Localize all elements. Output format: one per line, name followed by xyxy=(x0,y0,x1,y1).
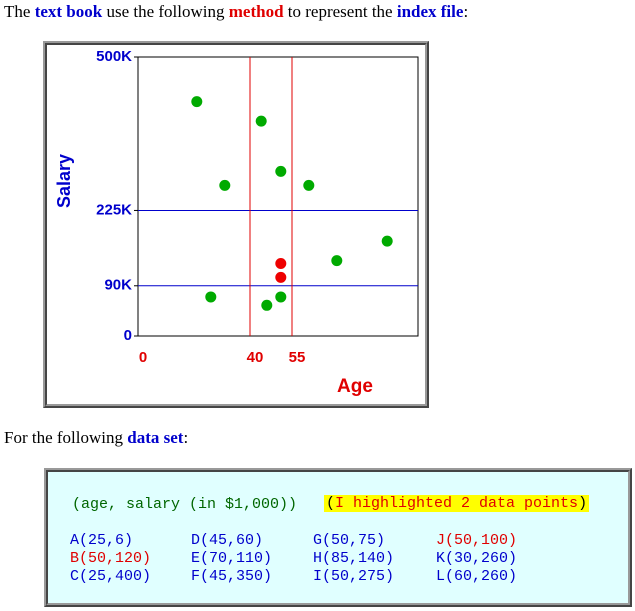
y-axis-label: Salary xyxy=(54,154,74,208)
dataset-intro: For the following data set: xyxy=(4,428,188,448)
data-point: I(50,275) xyxy=(313,568,395,585)
dataset-header: (age, salary (in $1,000)) xyxy=(72,496,298,513)
note-run: I highlighted 2 data points xyxy=(335,495,579,512)
note-run: ( xyxy=(326,495,336,512)
data-point: C(25,400) xyxy=(70,568,152,585)
data-point: D(45,60) xyxy=(191,532,264,549)
scatter-point xyxy=(275,165,287,177)
data-point: K(30,260) xyxy=(436,550,518,567)
scatter-point xyxy=(261,299,273,311)
scatter-point xyxy=(275,257,287,269)
data-point: G(50,75) xyxy=(313,532,386,549)
emphasis: method xyxy=(228,2,284,21)
x-tick-label: 40 xyxy=(247,349,264,366)
x-tick-label: 55 xyxy=(289,349,306,366)
note-run: ) xyxy=(578,495,588,512)
y-tick-label: 90K xyxy=(104,277,132,294)
scatter-point xyxy=(303,179,315,191)
scatter-point xyxy=(219,179,231,191)
emphasis: text book xyxy=(34,2,103,21)
dataset-box: (age, salary (in $1,000)) (I highlighted… xyxy=(44,468,632,607)
data-point: A(25,6) xyxy=(70,532,134,549)
x-tick-label: 0 xyxy=(139,349,147,366)
chart: 0 90K 225K 500K 0 40 55 Salary Age xyxy=(54,48,419,397)
intro-text: The text book use the following method t… xyxy=(4,2,468,22)
scatter-point xyxy=(205,291,217,303)
text-run: The xyxy=(4,2,35,21)
y-tick-label: 0 xyxy=(124,327,132,344)
scatter-point xyxy=(255,115,267,127)
text-run: to represent the xyxy=(283,2,397,21)
scatter-point xyxy=(275,271,287,283)
y-tick-label: 225K xyxy=(96,201,132,218)
scatter-point xyxy=(275,291,287,303)
text-run: use the following xyxy=(102,2,229,21)
y-tick-label: 500K xyxy=(96,48,132,65)
data-point: H(85,140) xyxy=(313,550,395,567)
text-run: : xyxy=(183,428,189,447)
data-point: F(45,350) xyxy=(191,568,273,585)
plot-area xyxy=(137,56,419,337)
data-point: J(50,100) xyxy=(436,532,518,549)
scatter-point xyxy=(331,255,343,267)
data-point: L(60,260) xyxy=(436,568,518,585)
data-point: E(70,110) xyxy=(191,550,273,567)
highlight-note: (I highlighted 2 data points) xyxy=(324,495,590,512)
emphasis: index file xyxy=(396,2,464,21)
text-run: For the following xyxy=(4,428,128,447)
text-run: : xyxy=(463,2,469,21)
chart-frame: 0 90K 225K 500K 0 40 55 Salary Age xyxy=(43,41,429,408)
emphasis: data set xyxy=(127,428,184,447)
scatter-point xyxy=(191,96,203,108)
data-point: B(50,120) xyxy=(70,550,152,567)
scatter-point xyxy=(381,235,393,247)
x-axis-label: Age xyxy=(337,376,373,397)
